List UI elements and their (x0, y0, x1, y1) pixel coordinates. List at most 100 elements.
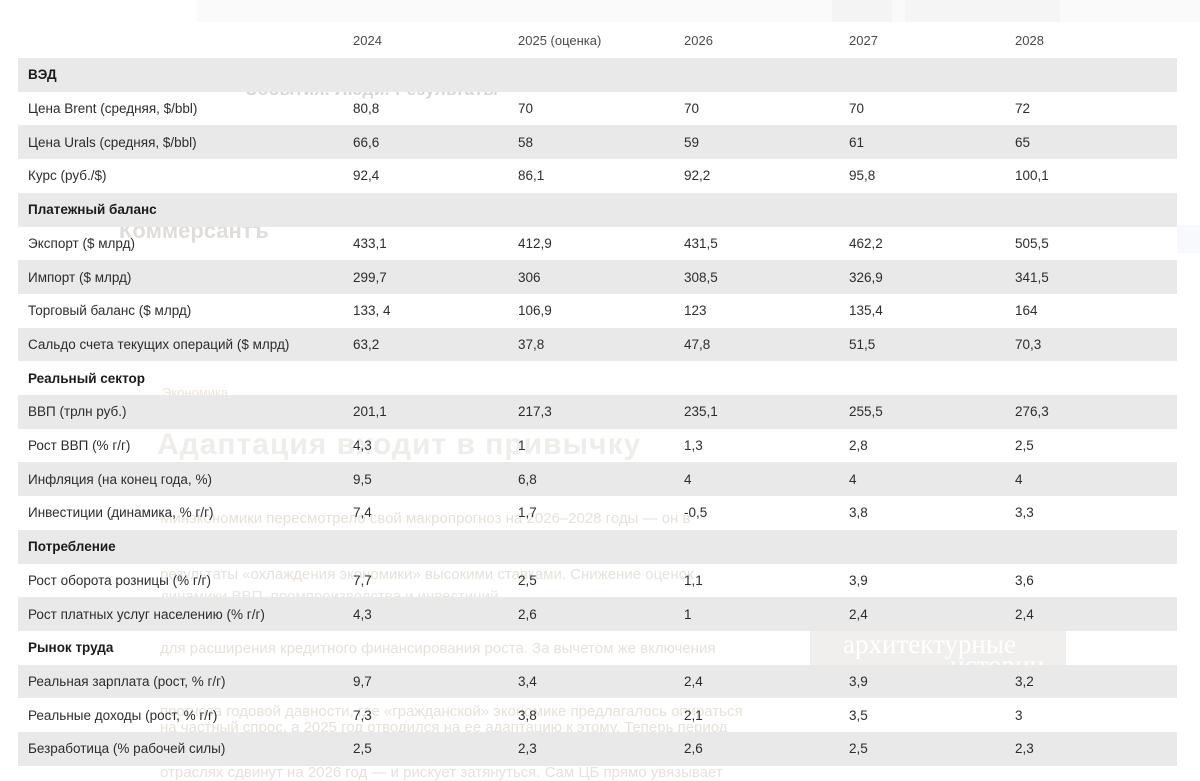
table-row: Реальная зарплата (рост, % г/г) 9,7 3,4 2,4… (18, 664, 1177, 699)
cell-value: 2,4 (849, 606, 868, 622)
article-line-ghost: Минэкономики пересмотрело свой макропрог… (160, 510, 691, 527)
row-label: Реальные доходы (рост, % г/г) (28, 707, 218, 723)
section-title: Потребление (28, 539, 116, 555)
cell-value: 59 (684, 134, 700, 150)
row-label: Курс (руб./$) (28, 168, 107, 184)
cell-value: 3,9 (849, 572, 868, 588)
cell-value: 505,5 (1015, 235, 1049, 251)
cell-value: 3,8 (518, 707, 537, 723)
cell-value: 2,1 (684, 707, 703, 723)
cell-value: 61 (849, 134, 865, 150)
cell-value: 433,1 (353, 235, 387, 251)
cell-value: 92,2 (684, 168, 711, 184)
table-row: Импорт ($ млрд) 299,7 306 308,5 326,9 341,5 (18, 260, 1177, 294)
cell-value: 106,9 (518, 303, 552, 319)
cell-value: 72 (1015, 101, 1031, 117)
table-row: ВВП (трлн руб.) 201,1 217,3 235,1 255,5 276,3 (18, 395, 1177, 429)
forecast-table: 2024 2025 (оценка) 2026 2027 2028 ВЭД Цена Bre… (18, 22, 1177, 766)
cell-value: 3,3 (1015, 505, 1034, 521)
row-label: Импорт ($ млрд) (28, 269, 132, 285)
cell-value: 2,8 (849, 438, 868, 454)
row-label: Экспорт ($ млрд) (28, 235, 135, 251)
cell-value: 4 (1015, 471, 1023, 487)
cell-value: 431,5 (684, 235, 718, 251)
cell-value: 2,3 (1015, 741, 1034, 757)
scroll-fragment (1177, 225, 1200, 253)
ad-banner-text: истории (950, 650, 1044, 670)
cell-value: -0,5 (684, 505, 708, 521)
cell-value: 2,6 (518, 606, 537, 622)
row-label: Инвестиции (динамика, % г/г) (28, 505, 214, 521)
section-header-row: ВЭД (18, 58, 1177, 92)
cell-value: 7,4 (353, 505, 372, 521)
section-title: Рынок труда (28, 640, 114, 656)
cell-value: 412,9 (518, 235, 552, 251)
cell-value: 2,5 (353, 741, 372, 757)
year-column-header: 2024 (353, 32, 382, 48)
cell-value: 47,8 (684, 336, 711, 352)
section-header-row: Рынок труда (18, 631, 1177, 665)
article-line-ghost: для расширения кредитного финансирования… (160, 640, 716, 657)
article-line-ghost: результаты «охлаждения экономики» высоки… (160, 566, 694, 583)
cell-value: 95,8 (849, 168, 876, 184)
cell-value: 164 (1015, 303, 1038, 319)
row-label: ВВП (трлн руб.) (28, 404, 127, 420)
section-header-row: Реальный сектор (18, 361, 1177, 395)
cell-value: 255,5 (849, 404, 883, 420)
cell-value: 235,1 (684, 404, 718, 420)
cell-value: 2,6 (684, 741, 703, 757)
year-column-header: 2026 (684, 32, 713, 48)
cell-value: 4 (849, 471, 857, 487)
article-line-ghost: отраслях сдвинут на 2026 год — и рискует… (160, 764, 723, 781)
row-label: Торговый баланс ($ млрд) (28, 303, 192, 319)
table-row: Рост оборота розницы (% г/г) 7,7 2,5 1,1 3,9… (18, 564, 1177, 598)
top-photo-fragment (905, 0, 1060, 22)
cell-value: 58 (518, 134, 534, 150)
cell-value: 4,3 (353, 438, 372, 454)
cell-value: 63,2 (353, 336, 380, 352)
table-header-row: 2024 2025 (оценка) 2026 2027 2028 (18, 22, 1177, 58)
table-row: Курс (руб./$) 92,4 86,1 92,2 95,8 100,1 (18, 159, 1177, 193)
cell-value: 1,7 (518, 505, 537, 521)
cell-value: 276,3 (1015, 404, 1049, 420)
top-photo-fragment (832, 0, 892, 22)
table-row: Безработица (% рабочей силы) 2,5 2,3 2,6 2,5… (18, 732, 1177, 766)
table-row: Реальные доходы (рост, % г/г) 7,3 3,8 2,1 3,… (18, 698, 1177, 732)
article-line-ghost: прогноза годовой давности, где «гражданс… (160, 703, 743, 720)
cell-value: 3,4 (518, 674, 537, 689)
table-row: Торговый баланс ($ млрд) 133, 4 106,9 123 13… (18, 294, 1177, 328)
table-row: Цена Urals (средняя, $/bbl) 66,6 58 59 61 65 (18, 125, 1177, 160)
cell-value: 306 (518, 269, 541, 285)
cell-value: 123 (684, 303, 707, 319)
cell-value: 133, 4 (353, 303, 391, 319)
table-row: Инфляция (на конец года, %) 9,5 6,8 4 4 4 (18, 462, 1177, 497)
cell-value: 9,7 (353, 674, 372, 689)
cell-value: 7,3 (353, 707, 372, 723)
cell-value: 135,4 (849, 303, 883, 319)
row-label: Инфляция (на конец года, %) (28, 471, 212, 487)
section-title: ВЭД (28, 67, 57, 83)
cell-value: 65 (1015, 134, 1031, 150)
cell-value: 92,4 (353, 168, 380, 184)
cell-value: 70 (849, 101, 865, 117)
cell-value: 70,3 (1015, 336, 1042, 352)
cell-value: 462,2 (849, 235, 883, 251)
cell-value: 217,3 (518, 404, 552, 420)
cell-value: 6,8 (518, 471, 537, 487)
cell-value: 326,9 (849, 269, 883, 285)
cell-value: 3,8 (849, 505, 868, 521)
table-row: Инвестиции (динамика, % г/г) 7,4 1,7 -0,5 3,… (18, 496, 1177, 530)
cell-value: 100,1 (1015, 168, 1049, 184)
section-title: Платежный баланс (28, 202, 157, 218)
cell-value: 4 (684, 471, 692, 487)
year-column-header: 2027 (849, 32, 878, 48)
cell-value: 2,3 (518, 741, 537, 757)
cell-value: 7,7 (353, 572, 372, 588)
row-label: Рост ВВП (% г/г) (28, 438, 131, 454)
cell-value: 9,5 (353, 471, 372, 487)
cell-value: 37,8 (518, 336, 545, 352)
cell-value: 2,4 (1015, 606, 1034, 622)
cell-value: 3,6 (1015, 572, 1034, 588)
row-label: Цена Urals (средняя, $/bbl) (28, 134, 197, 150)
